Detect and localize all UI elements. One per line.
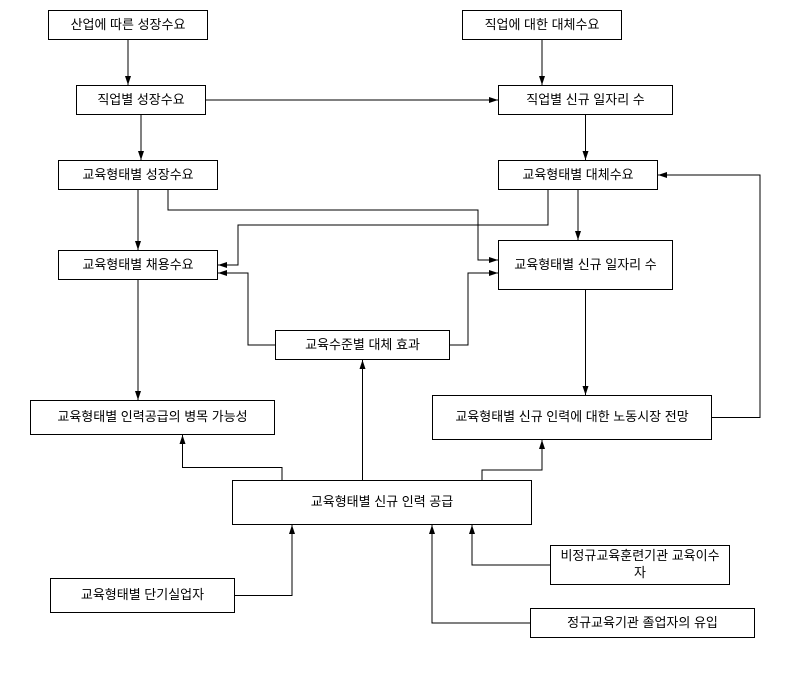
flowchart-node-n4: 직업별 신규 일자리 수 <box>498 85 673 115</box>
node-label: 교육형태별 신규 인력에 대한 노동시장 전망 <box>455 409 688 426</box>
node-label: 직업별 성장수요 <box>97 92 184 109</box>
node-label: 교육형태별 채용수요 <box>82 257 193 274</box>
node-label: 교육형태별 대체수요 <box>522 167 633 184</box>
node-label: 교육형태별 인력공급의 병목 가능성 <box>57 409 247 426</box>
node-label: 교육수준별 대체 효과 <box>305 337 420 354</box>
node-label: 산업에 따른 성장수요 <box>71 17 186 34</box>
node-label: 교육형태별 신규 인력 공급 <box>311 494 453 511</box>
flowchart-node-n8: 교육형태별 신규 일자리 수 <box>498 240 673 290</box>
node-label: 직업별 신규 일자리 수 <box>526 92 644 109</box>
flowchart-node-n5: 교육형태별 성장수요 <box>58 160 218 190</box>
node-label: 비정규교육훈련기관 교육이수자 <box>555 548 725 582</box>
flowchart-node-n7: 교육형태별 채용수요 <box>58 250 218 280</box>
node-label: 교육형태별 단기실업자 <box>81 587 204 604</box>
flowchart-node-n11: 교육형태별 신규 인력에 대한 노동시장 전망 <box>432 395 712 440</box>
node-label: 교육형태별 성장수요 <box>82 167 193 184</box>
flowchart-node-n6: 교육형태별 대체수요 <box>498 160 658 190</box>
node-label: 정규교육기관 졸업자의 유입 <box>567 615 718 632</box>
flowchart-node-n2: 직업에 대한 대체수요 <box>462 10 622 40</box>
flowchart-node-n10: 교육형태별 인력공급의 병목 가능성 <box>30 400 275 435</box>
flowchart-node-n3: 직업별 성장수요 <box>76 85 206 115</box>
node-label: 교육형태별 신규 일자리 수 <box>514 257 656 274</box>
flowchart-node-n15: 정규교육기관 졸업자의 유입 <box>530 608 755 638</box>
node-label: 직업에 대한 대체수요 <box>485 17 600 34</box>
flowchart-node-n12: 교육형태별 신규 인력 공급 <box>232 480 532 525</box>
flowchart-node-n1: 산업에 따른 성장수요 <box>48 10 208 40</box>
flowchart-node-n9: 교육수준별 대체 효과 <box>275 330 450 360</box>
flowchart-node-n13: 교육형태별 단기실업자 <box>50 578 235 613</box>
flowchart-node-n14: 비정규교육훈련기관 교육이수자 <box>550 545 730 585</box>
